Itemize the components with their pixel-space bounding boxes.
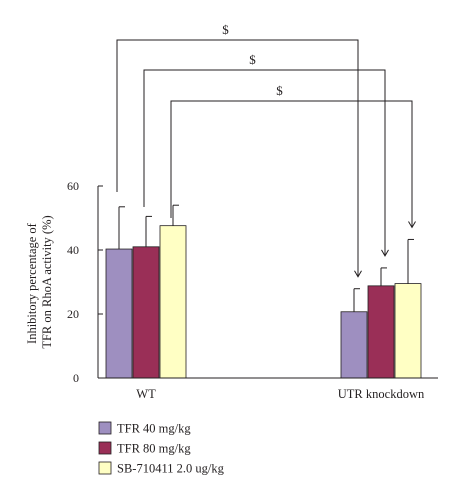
bar-s0-g0 <box>105 248 133 379</box>
bar-s0-g1 <box>340 311 368 379</box>
significance-label-1: $ <box>249 52 256 67</box>
legend: TFR 40 mg/kg TFR 80 mg/kg SB-710411 2.0 ug… <box>98 421 225 476</box>
bar-s1-g1 <box>367 285 395 379</box>
significance-bracket-2 <box>170 100 413 228</box>
significance-label-2: $ <box>276 83 283 98</box>
axes <box>97 186 438 379</box>
y-tick-label-0: 0 <box>73 371 79 385</box>
bars <box>105 225 422 379</box>
legend-label-0: TFR 40 mg/kg <box>117 422 191 436</box>
significance-arrow-1 <box>381 249 389 257</box>
x-category-label-0: WT <box>136 387 156 401</box>
significance-bracket-1 <box>143 69 386 256</box>
y-tick-label-2: 40 <box>67 243 79 257</box>
bar-s2-g0 <box>159 225 187 379</box>
significance-brackets: $ $ $ <box>116 22 416 278</box>
significance-bracket-0 <box>116 39 359 277</box>
significance-arrow-2 <box>408 221 416 229</box>
bar-s2-g1 <box>394 283 422 379</box>
y-axis-label: Inhibitory percentage of TFR on RhoA act… <box>25 215 54 348</box>
legend-label-1: TFR 80 mg/kg <box>117 442 191 456</box>
bar-s1-g0 <box>132 246 160 379</box>
y-axis-label-line-2: TFR on RhoA activity (%) <box>40 215 54 348</box>
y-tick-label-1: 20 <box>67 307 79 321</box>
significance-arrow-0 <box>354 270 362 278</box>
significance-label-0: $ <box>222 22 229 37</box>
legend-swatch-0 <box>98 421 112 435</box>
y-tick-label-3: 60 <box>67 179 79 193</box>
x-category-label-1: UTR knockdown <box>338 387 425 401</box>
error-bars <box>118 204 414 312</box>
legend-swatch-1 <box>98 441 112 455</box>
y-ticks: 0 20 40 60 <box>67 179 103 385</box>
y-axis-label-line-1: Inhibitory percentage of <box>25 222 39 344</box>
legend-label-2: SB-710411 2.0 ug/kg <box>117 462 225 476</box>
legend-swatch-2 <box>98 461 112 475</box>
x-category-labels: WT UTR knockdown <box>136 387 425 401</box>
